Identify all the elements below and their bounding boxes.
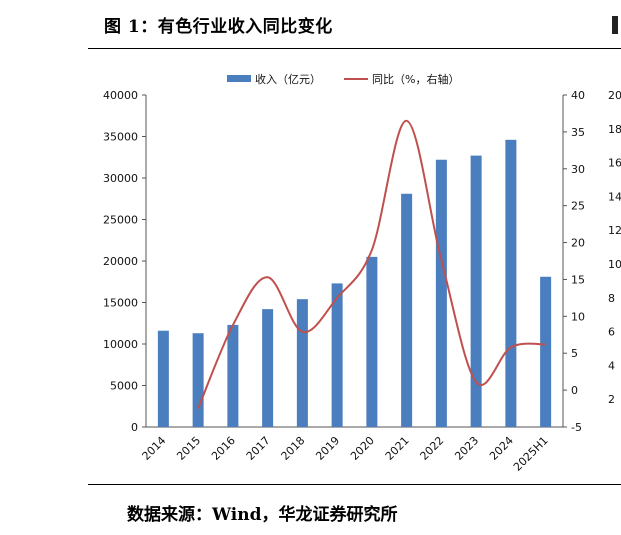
top-rule [88, 48, 621, 49]
right-axis-tick-label: 35 [571, 126, 585, 139]
right-axis-tick-label: -5 [571, 421, 582, 434]
bar [401, 193, 413, 427]
x-axis-tick-label: 2014 [140, 434, 169, 463]
cutoff-axis-tick-label: 2 [608, 393, 615, 406]
bar [540, 276, 552, 427]
x-axis-tick-label: 2020 [348, 434, 377, 463]
bar [470, 155, 482, 427]
x-axis-tick-label: 2024 [487, 434, 516, 463]
left-axis-tick-label: 5000 [110, 380, 138, 393]
cutoff-axis-tick-label: 6 [608, 326, 615, 339]
cutoff-axis-tick-label: 12 [608, 224, 621, 237]
cutoff-axis-tick-label: 16 [608, 157, 621, 170]
left-axis-tick-label: 25000 [103, 214, 138, 227]
right-axis-tick-label: 10 [571, 310, 585, 323]
left-axis-tick-label: 20000 [103, 255, 138, 268]
right-axis-tick-label: 30 [571, 163, 585, 176]
right-axis-tick-label: 25 [571, 200, 585, 213]
x-axis-tick-label: 2017 [244, 434, 273, 463]
bar [227, 324, 239, 427]
cutoff-axis-tick-label: 8 [608, 292, 615, 305]
right-axis-tick-label: 15 [571, 273, 585, 286]
cutoff-axis-tick-label: 20 [608, 89, 621, 102]
legend-bar-swatch [227, 75, 251, 82]
x-axis-tick-label: 2025H1 [511, 434, 551, 474]
cutoff-axis-tick-label: 14 [608, 190, 621, 203]
x-axis-tick-label: 2016 [209, 434, 238, 463]
x-axis-tick-label: 2015 [174, 434, 203, 463]
cutoff-title-mark [612, 16, 618, 34]
cutoff-axis-tick-label: 10 [608, 258, 621, 271]
left-axis-tick-label: 15000 [103, 297, 138, 310]
bar [157, 330, 169, 427]
x-axis-tick-label: 2023 [452, 434, 481, 463]
cutoff-axis-tick-label: 4 [608, 359, 615, 372]
left-axis-tick-label: 35000 [103, 131, 138, 144]
bar [505, 139, 517, 427]
figure-title: 图 1：有色行业收入同比变化 [104, 17, 333, 37]
right-axis-tick-label: 40 [571, 89, 585, 102]
x-axis-tick-label: 2021 [383, 434, 412, 463]
x-axis-tick-label: 2022 [418, 434, 447, 463]
left-axis-tick-label: 0 [131, 421, 138, 434]
bar [331, 283, 343, 427]
left-axis-tick-label: 30000 [103, 172, 138, 185]
bar [296, 299, 308, 427]
right-axis-tick-label: 0 [571, 384, 578, 397]
left-axis-tick-label: 10000 [103, 338, 138, 351]
legend-label-growth: 同比（%，右轴） [372, 72, 459, 86]
cutoff-axis-tick-label: 18 [608, 123, 621, 136]
legend-label-revenue: 收入（亿元） [255, 72, 321, 86]
right-axis-tick-label: 20 [571, 237, 585, 250]
bar [262, 309, 274, 427]
bottom-rule [88, 484, 621, 485]
bar [435, 159, 447, 428]
x-axis-tick-label: 2018 [279, 434, 308, 463]
left-axis-tick-label: 40000 [103, 89, 138, 102]
right-axis-tick-label: 5 [571, 347, 578, 360]
x-axis-tick-label: 2019 [313, 434, 342, 463]
source-note: 数据来源：Wind，华龙证券研究所 [127, 505, 398, 525]
bar [366, 256, 378, 427]
bar [192, 333, 204, 427]
growth-line [197, 119, 546, 409]
